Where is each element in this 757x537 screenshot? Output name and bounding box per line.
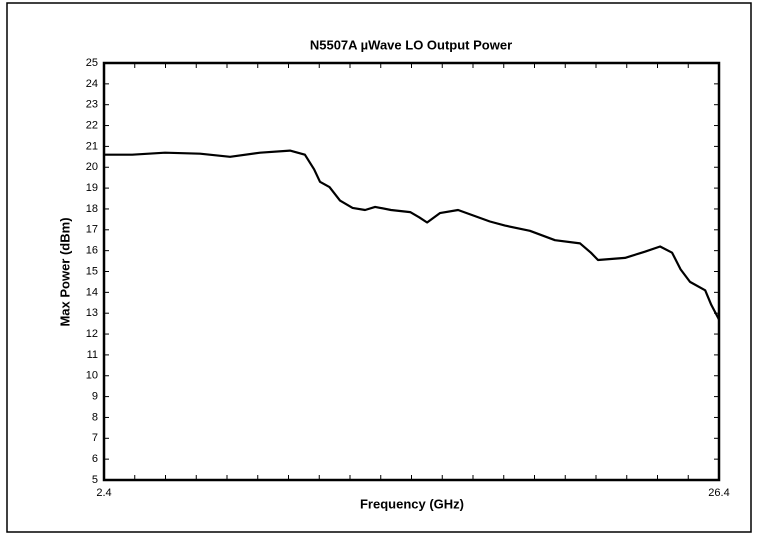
x-tick-label: 26.4: [708, 487, 729, 499]
plot-area: [102, 61, 721, 482]
y-axis-label: Max Power (dBm): [57, 217, 72, 326]
y-tick-label: 6: [92, 453, 98, 465]
y-tick-label: 15: [86, 265, 98, 277]
y-tick-label: 22: [86, 119, 98, 131]
y-tick-label: 9: [92, 391, 98, 403]
y-tick-label: 8: [92, 411, 98, 423]
chart-title: N5507A µWave LO Output Power: [310, 37, 512, 52]
y-tick-label: 17: [86, 224, 98, 236]
y-tick-label: 25: [86, 57, 98, 69]
y-tick-label: 21: [86, 140, 98, 152]
x-axis-label: Frequency (GHz): [360, 496, 464, 511]
y-tick-label: 16: [86, 245, 98, 257]
y-tick-label: 12: [86, 328, 98, 340]
x-tick-label: 2.4: [96, 487, 111, 499]
y-tick-label: 23: [86, 99, 98, 111]
y-tick-label: 13: [86, 307, 98, 319]
y-tick-label: 10: [86, 370, 98, 382]
data-line: [104, 149, 720, 321]
y-tick-label: 24: [86, 78, 98, 90]
y-tick-label: 14: [86, 286, 98, 298]
y-tick-label: 5: [92, 474, 98, 486]
y-tick-label: 18: [86, 203, 98, 215]
y-tick-label: 11: [87, 349, 98, 361]
y-tick-label: 7: [92, 432, 98, 444]
y-tick-label: 20: [86, 161, 98, 173]
frame: [6, 2, 752, 533]
y-tick-label: 19: [86, 182, 98, 194]
